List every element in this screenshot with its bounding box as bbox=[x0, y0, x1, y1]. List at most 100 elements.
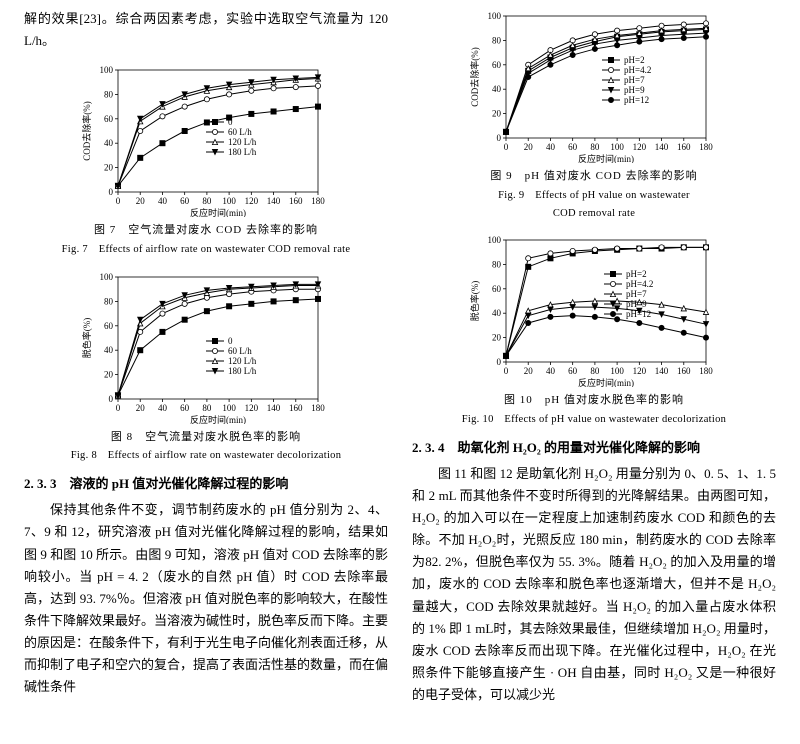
svg-text:80: 80 bbox=[590, 366, 600, 376]
svg-text:反应时间(min): 反应时间(min) bbox=[578, 153, 634, 163]
svg-text:100: 100 bbox=[100, 272, 114, 282]
svg-text:20: 20 bbox=[136, 196, 146, 206]
svg-text:60: 60 bbox=[104, 114, 114, 124]
svg-text:60: 60 bbox=[180, 196, 190, 206]
leading-text-content: 解的效果[23]。综合两因素考虑，实验中选取空气流量为 120 L/h。 bbox=[24, 11, 388, 48]
svg-text:60: 60 bbox=[180, 403, 190, 413]
svg-text:80: 80 bbox=[202, 403, 212, 413]
figure-9: 020406080100120140160180020406080100反应时间… bbox=[412, 8, 776, 222]
figure-9-caption-en: Fig. 9 Effects of pH value on wastewater… bbox=[498, 187, 690, 223]
svg-text:反应时间(min): 反应时间(min) bbox=[578, 377, 634, 387]
svg-text:0: 0 bbox=[116, 196, 121, 206]
svg-text:0: 0 bbox=[109, 187, 114, 197]
svg-text:180: 180 bbox=[699, 142, 713, 152]
svg-text:160: 160 bbox=[289, 196, 303, 206]
svg-text:120: 120 bbox=[245, 196, 259, 206]
svg-text:140: 140 bbox=[655, 142, 669, 152]
svg-text:20: 20 bbox=[524, 142, 534, 152]
svg-text:80: 80 bbox=[104, 296, 114, 306]
svg-text:180: 180 bbox=[311, 403, 325, 413]
svg-text:0: 0 bbox=[228, 117, 233, 127]
figure-8-caption-cn: 图 8 空气流量对废水脱色率的影响 bbox=[111, 428, 301, 447]
figure-10-caption-en: Fig. 10 Effects of pH value on wastewate… bbox=[462, 411, 726, 429]
svg-text:100: 100 bbox=[488, 235, 502, 245]
figure-8-caption-en: Fig. 8 Effects of airflow rate on wastew… bbox=[71, 447, 342, 465]
svg-text:140: 140 bbox=[267, 196, 281, 206]
svg-text:0: 0 bbox=[497, 357, 502, 367]
svg-text:80: 80 bbox=[104, 90, 114, 100]
svg-text:40: 40 bbox=[492, 84, 502, 94]
svg-text:pH=7: pH=7 bbox=[624, 75, 645, 85]
figure-10: 020406080100120140160180020406080100反应时间… bbox=[412, 232, 776, 429]
svg-text:0: 0 bbox=[504, 142, 509, 152]
svg-text:80: 80 bbox=[202, 196, 212, 206]
svg-text:pH=4.2: pH=4.2 bbox=[624, 65, 651, 75]
svg-text:60: 60 bbox=[568, 366, 578, 376]
svg-text:20: 20 bbox=[104, 369, 114, 379]
svg-text:120 L/h: 120 L/h bbox=[228, 356, 257, 366]
figure-7: 020406080100120140160180020406080100反应时间… bbox=[24, 62, 388, 259]
figure-9-caption-cn: 图 9 pH 值对废水 COD 去除率的影响 bbox=[490, 167, 697, 186]
svg-text:80: 80 bbox=[492, 35, 502, 45]
svg-text:100: 100 bbox=[222, 403, 236, 413]
svg-text:20: 20 bbox=[524, 366, 534, 376]
svg-text:80: 80 bbox=[492, 260, 502, 270]
svg-text:180: 180 bbox=[311, 196, 325, 206]
svg-text:pH=12: pH=12 bbox=[624, 95, 649, 105]
svg-text:180: 180 bbox=[699, 366, 713, 376]
svg-text:20: 20 bbox=[492, 333, 502, 343]
section-234-body: 图 11 和图 12 是助氧化剂 H₂O₂ 用量分别为 0、0. 5、1、1. … bbox=[412, 463, 776, 706]
svg-text:180 L/h: 180 L/h bbox=[228, 366, 257, 376]
svg-text:20: 20 bbox=[492, 109, 502, 119]
svg-text:20: 20 bbox=[136, 403, 146, 413]
svg-text:脱色率(%): 脱色率(%) bbox=[469, 281, 480, 322]
svg-text:脱色率(%): 脱色率(%) bbox=[81, 317, 92, 358]
svg-text:100: 100 bbox=[222, 196, 236, 206]
svg-text:160: 160 bbox=[677, 142, 691, 152]
svg-text:40: 40 bbox=[104, 138, 114, 148]
svg-text:60: 60 bbox=[104, 321, 114, 331]
svg-text:120 L/h: 120 L/h bbox=[228, 137, 257, 147]
left-column: 解的效果[23]。综合两因素考虑，实验中选取空气流量为 120 L/h。 0 20… bbox=[24, 8, 388, 710]
svg-text:60 L/h: 60 L/h bbox=[228, 346, 252, 356]
right-column: 020406080100120140160180020406080100反应时间… bbox=[412, 8, 776, 710]
figure-8-chart: 020406080100120140160180020406080100反应时间… bbox=[76, 269, 336, 424]
svg-text:120: 120 bbox=[633, 142, 647, 152]
svg-text:180 L/h: 180 L/h bbox=[228, 147, 257, 157]
figure-7-caption-cn: 图 7 空气流量对废水 COD 去除率的影响 bbox=[94, 221, 318, 240]
svg-text:0: 0 bbox=[497, 133, 502, 143]
svg-text:100: 100 bbox=[610, 142, 624, 152]
svg-text:60: 60 bbox=[492, 60, 502, 70]
svg-text:pH=7: pH=7 bbox=[626, 289, 647, 299]
figure-9-chart: 020406080100120140160180020406080100反应时间… bbox=[464, 8, 724, 163]
svg-text:80: 80 bbox=[590, 142, 600, 152]
svg-text:60: 60 bbox=[492, 284, 502, 294]
svg-text:20: 20 bbox=[104, 163, 114, 173]
section-234-head: 2. 3. 4 助氧化剂 H₂O₂ 的用量对光催化降解的影响 bbox=[412, 437, 776, 459]
svg-text:反应时间(min): 反应时间(min) bbox=[190, 414, 246, 424]
svg-text:pH=9: pH=9 bbox=[626, 299, 647, 309]
figure-8: 020406080100120140160180020406080100反应时间… bbox=[24, 269, 388, 466]
svg-text:60: 60 bbox=[568, 142, 578, 152]
svg-text:COD去除率(%): COD去除率(%) bbox=[81, 101, 92, 161]
svg-text:pH=4.2: pH=4.2 bbox=[626, 279, 653, 289]
figure-10-chart: 020406080100120140160180020406080100反应时间… bbox=[464, 232, 724, 387]
svg-text:40: 40 bbox=[546, 366, 556, 376]
section-233-head: 2. 3. 3 溶液的 pH 值对光催化降解过程的影响 bbox=[24, 473, 388, 495]
section-233-body: 保持其他条件不变，调节制药废水的 pH 值分别为 2、4、7、9 和 12，研究… bbox=[24, 499, 388, 698]
svg-text:60 L/h: 60 L/h bbox=[228, 127, 252, 137]
svg-text:pH=9: pH=9 bbox=[624, 85, 645, 95]
svg-text:pH=2: pH=2 bbox=[626, 269, 647, 279]
leading-text: 解的效果[23]。综合两因素考虑，实验中选取空气流量为 120 L/h。 bbox=[24, 8, 388, 52]
svg-text:100: 100 bbox=[100, 65, 114, 75]
svg-text:160: 160 bbox=[677, 366, 691, 376]
svg-text:0: 0 bbox=[504, 366, 509, 376]
svg-text:100: 100 bbox=[610, 366, 624, 376]
svg-text:0: 0 bbox=[116, 403, 121, 413]
svg-text:COD去除率(%): COD去除率(%) bbox=[469, 47, 480, 107]
svg-text:160: 160 bbox=[289, 403, 303, 413]
svg-text:120: 120 bbox=[633, 366, 647, 376]
svg-text:40: 40 bbox=[158, 196, 168, 206]
figure-10-caption-cn: 图 10 pH 值对废水脱色率的影响 bbox=[504, 391, 684, 410]
svg-text:0: 0 bbox=[228, 336, 233, 346]
